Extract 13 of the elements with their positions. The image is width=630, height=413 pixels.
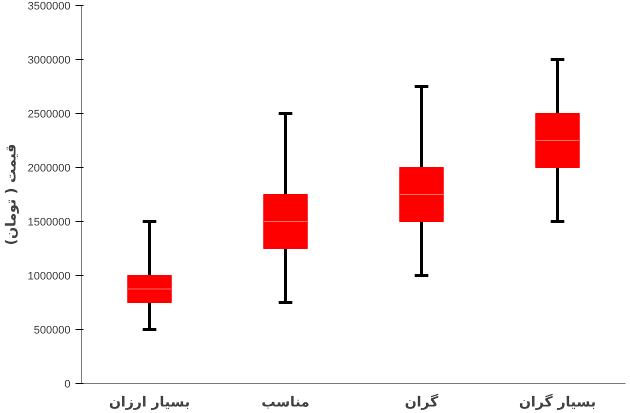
- y-tick-label: 3500000: [28, 0, 71, 12]
- x-tick-label: بسیار ارزان: [108, 394, 190, 410]
- y-tick-label: 1500000: [28, 216, 71, 228]
- y-tick-label: 2000000: [28, 162, 71, 174]
- x-tick-label: مناسب: [261, 394, 310, 410]
- x-tick-label: بسیار گران: [518, 394, 596, 410]
- y-tick-label: 3000000: [28, 54, 71, 66]
- x-tick-label: گران: [404, 394, 440, 410]
- y-tick-label: 500000: [34, 324, 71, 336]
- y-tick-label: 0: [64, 378, 71, 390]
- y-tick-label: 2500000: [28, 108, 71, 120]
- y-tick-label: 1000000: [28, 270, 71, 282]
- y-axis-title: قیمت ( تومان): [4, 144, 20, 246]
